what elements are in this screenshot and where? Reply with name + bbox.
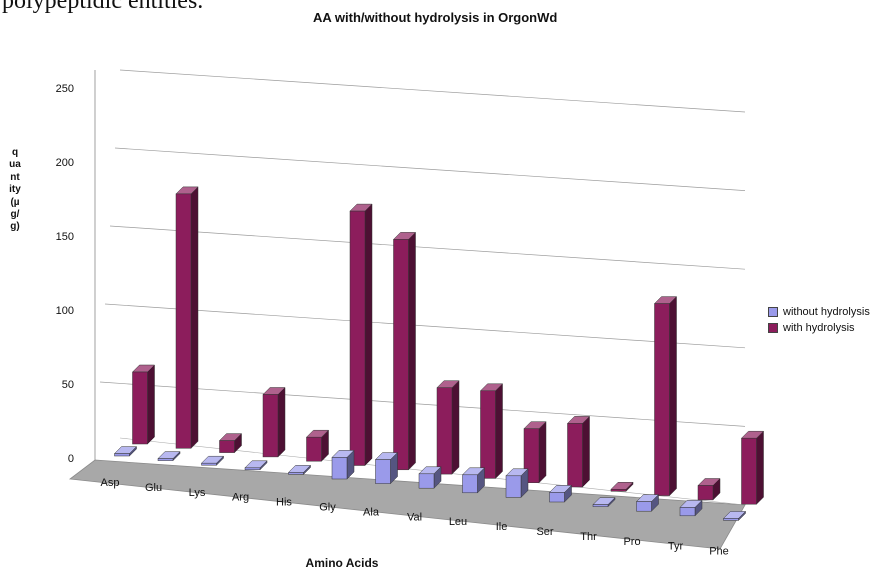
bar-with-hydrolysis-asp — [131, 364, 156, 445]
bar-with-hydrolysis-ala — [392, 231, 417, 471]
gridline — [99, 381, 746, 427]
bar-with-hydrolysis-thr — [610, 481, 634, 492]
gridlines — [99, 69, 746, 427]
bar-with-hydrolysis-leu — [479, 383, 504, 480]
y-tick-label: 200 — [56, 157, 74, 169]
legend: without hydrolysis with hydrolysis — [762, 304, 884, 338]
x-tick-label-gly: Gly — [319, 502, 336, 514]
legend-label-without-hydrolysis: without hydrolysis — [783, 306, 870, 318]
x-tick-label-ala: Ala — [363, 506, 380, 518]
y-tick-label: 150 — [56, 231, 74, 243]
x-tick-label-leu: Leu — [449, 516, 467, 528]
bar-with-hydrolysis-his — [305, 429, 330, 462]
x-tick-label-ser: Ser — [536, 526, 553, 538]
chart-floor — [68, 459, 746, 550]
bar-without-hydrolysis-leu — [461, 467, 486, 494]
x-tick-label-asp: Asp — [101, 477, 120, 489]
y-tick-label: 100 — [56, 305, 74, 317]
legend-item-with-hydrolysis: with hydrolysis — [768, 322, 855, 334]
gridline — [104, 303, 746, 349]
y-tick-label: 0 — [68, 453, 74, 465]
bar-without-hydrolysis-gly — [331, 449, 355, 480]
legend-label-with-hydrolysis: with hydrolysis — [783, 322, 855, 334]
bar-without-hydrolysis-arg — [244, 460, 268, 471]
bar-with-hydrolysis-pro — [653, 295, 678, 497]
bar-without-hydrolysis-lys — [200, 455, 225, 466]
page-fragment-text: polypeptidic entities. — [2, 0, 204, 14]
bar-without-hydrolysis-glu — [157, 450, 181, 462]
chart-title: AA with/without hydrolysis in OrgonWd — [313, 10, 558, 25]
y-tick-labels: 0 50 100 150 200 250 — [56, 83, 74, 465]
x-tick-label-pro: Pro — [623, 536, 640, 548]
bar-without-hydrolysis-ser — [548, 484, 573, 503]
x-tick-label-val: Val — [407, 511, 422, 523]
bars — [113, 186, 765, 522]
bar-with-hydrolysis-gly — [349, 203, 373, 467]
gridline — [109, 225, 746, 270]
x-tick-label-tyr: Tyr — [668, 541, 684, 553]
bar-with-hydrolysis-arg — [262, 386, 286, 458]
bar-with-hydrolysis-val — [436, 380, 460, 475]
gridline — [114, 147, 746, 191]
x-tick-label-phe: Phe — [709, 546, 729, 558]
bar-with-hydrolysis-glu — [175, 186, 199, 449]
y-tick-label: 50 — [62, 379, 74, 391]
bar-with-hydrolysis-ser — [566, 415, 591, 488]
x-tick-label-ile: Ile — [496, 521, 508, 533]
x-tick-label-lys: Lys — [189, 487, 206, 499]
bar-without-hydrolysis-val — [418, 466, 442, 489]
bar-without-hydrolysis-ala — [374, 451, 399, 485]
bar-without-hydrolysis-his — [287, 464, 312, 476]
x-tick-labels: Asp Glu Lys Arg His Gly Ala Val Leu Ile Ser Thr Pro T… — [101, 477, 729, 558]
bar-with-hydrolysis-lys — [218, 432, 243, 454]
bar-with-hydrolysis-phe — [740, 430, 765, 505]
x-tick-label-thr: Thr — [580, 531, 597, 543]
x-axis-label: Amino Acids — [306, 556, 379, 569]
x-tick-label-arg: Arg — [232, 492, 249, 504]
y-axis-label: quantity (µg/g) — [9, 147, 21, 233]
bar-without-hydrolysis-thr — [592, 496, 616, 508]
bar-without-hydrolysis-ile — [505, 468, 529, 499]
x-tick-label-glu: Glu — [145, 482, 162, 494]
bar-without-hydrolysis-asp — [113, 445, 138, 457]
legend-swatch-with-hydrolysis — [768, 323, 778, 333]
legend-swatch-without-hydrolysis — [768, 307, 778, 317]
bar-without-hydrolysis-pro — [635, 493, 660, 512]
x-tick-label-his: His — [276, 497, 292, 509]
bar-without-hydrolysis-tyr — [679, 499, 703, 517]
bar-without-hydrolysis-phe — [722, 510, 747, 522]
y-tick-label: 250 — [56, 83, 74, 95]
gridline — [119, 69, 746, 113]
bar-with-hydrolysis-tyr — [697, 477, 721, 501]
legend-item-without-hydrolysis: without hydrolysis — [768, 306, 870, 318]
